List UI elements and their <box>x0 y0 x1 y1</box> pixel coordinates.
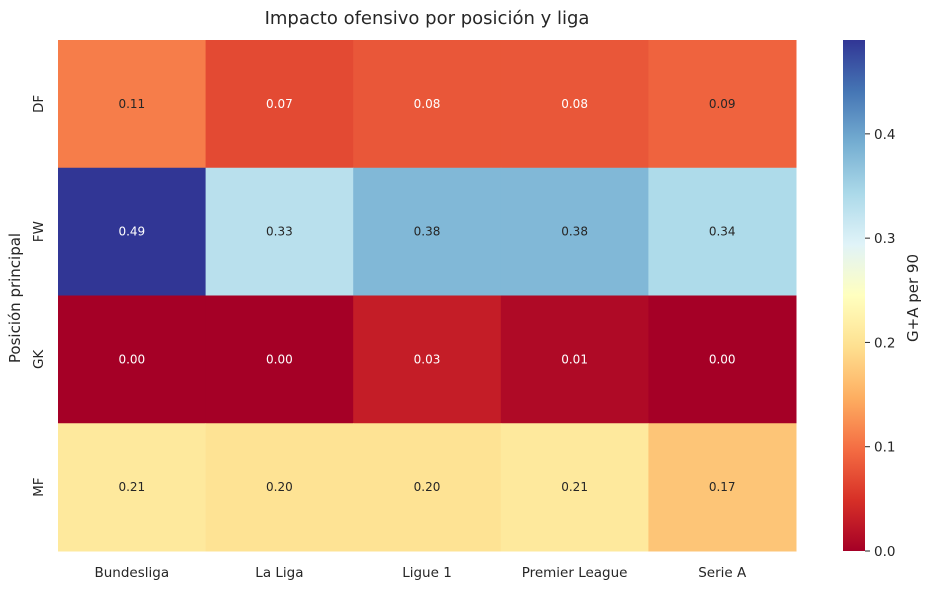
cell-value-label: 0.00 <box>266 352 293 366</box>
heatmap-cell <box>500 423 649 552</box>
heatmap-cell <box>353 295 502 424</box>
heatmap-cell <box>205 167 354 296</box>
heatmap-cell <box>205 40 354 169</box>
heatmap-cell <box>58 295 207 424</box>
cell-value-label: 0.08 <box>414 97 441 111</box>
cell-value-label: 0.21 <box>118 480 145 494</box>
heatmap-cell <box>58 423 207 552</box>
y-tick-label: FW <box>31 221 47 242</box>
heatmap-cell <box>205 295 354 424</box>
cell-value-label: 0.07 <box>266 97 293 111</box>
heatmap-cells: 0.11 0.07 0.08 0.08 0.09 0.49 0.33 0.38 0.38 0.34… <box>58 40 797 552</box>
heatmap-cell <box>58 40 207 169</box>
cell-value-label: 0.01 <box>561 352 588 366</box>
cell-value-label: 0.17 <box>709 480 736 494</box>
cell-value-label: 0.33 <box>266 225 293 239</box>
cell-value-label: 0.09 <box>709 97 736 111</box>
cell-value-label: 0.20 <box>266 480 293 494</box>
colorbar-label: G+A per 90 <box>904 254 922 342</box>
y-tick-label: MF <box>31 477 47 496</box>
cell-value-label: 0.38 <box>414 225 441 239</box>
x-tick-label: Serie A <box>698 565 747 581</box>
chart-title: Impacto ofensivo por posición y liga <box>265 8 590 29</box>
x-tick-label: Premier League <box>522 565 628 581</box>
colorbar <box>843 40 865 551</box>
cell-value-label: 0.11 <box>118 97 145 111</box>
colorbar-tick-label: 0.3 <box>874 231 895 247</box>
heatmap-cell <box>648 423 797 552</box>
cell-value-label: 0.49 <box>118 225 145 239</box>
x-tick-label: Bundesliga <box>94 565 169 581</box>
colorbar-tick-label: 0.2 <box>874 335 895 351</box>
cell-value-label: 0.00 <box>118 352 145 366</box>
y-axis-ticks: DF FW GK MF <box>31 95 47 497</box>
heatmap-cell <box>205 423 354 552</box>
heatmap-cell <box>500 295 649 424</box>
heatmap-cell <box>500 40 649 169</box>
heatmap-cell <box>353 40 502 169</box>
heatmap-cell <box>648 167 797 296</box>
x-tick-label: La Liga <box>255 565 303 581</box>
y-axis-label: Posición principal <box>6 233 24 363</box>
colorbar-tick-label: 0.0 <box>874 544 895 560</box>
heatmap-cell <box>58 167 207 296</box>
cell-value-label: 0.21 <box>561 480 588 494</box>
y-tick-label: DF <box>31 95 47 113</box>
heatmap-cell <box>500 167 649 296</box>
x-axis-ticks: Bundesliga La Liga Ligue 1 Premier League Se… <box>94 565 746 581</box>
heatmap-cell <box>648 295 797 424</box>
colorbar-ticks: 0.0 0.1 0.2 0.3 0.4 <box>865 127 895 560</box>
heatmap-cell <box>353 167 502 296</box>
cell-value-label: 0.08 <box>561 97 588 111</box>
heatmap-cell <box>353 423 502 552</box>
cell-value-label: 0.00 <box>709 352 736 366</box>
cell-value-label: 0.34 <box>709 225 736 239</box>
cell-value-label: 0.38 <box>561 225 588 239</box>
colorbar-tick-label: 0.1 <box>874 440 895 456</box>
colorbar-tick-label: 0.4 <box>874 127 895 143</box>
y-tick-label: GK <box>31 349 47 369</box>
cell-value-label: 0.03 <box>414 352 441 366</box>
x-tick-label: Ligue 1 <box>402 565 452 581</box>
heatmap-cell <box>648 40 797 169</box>
cell-value-label: 0.20 <box>414 480 441 494</box>
